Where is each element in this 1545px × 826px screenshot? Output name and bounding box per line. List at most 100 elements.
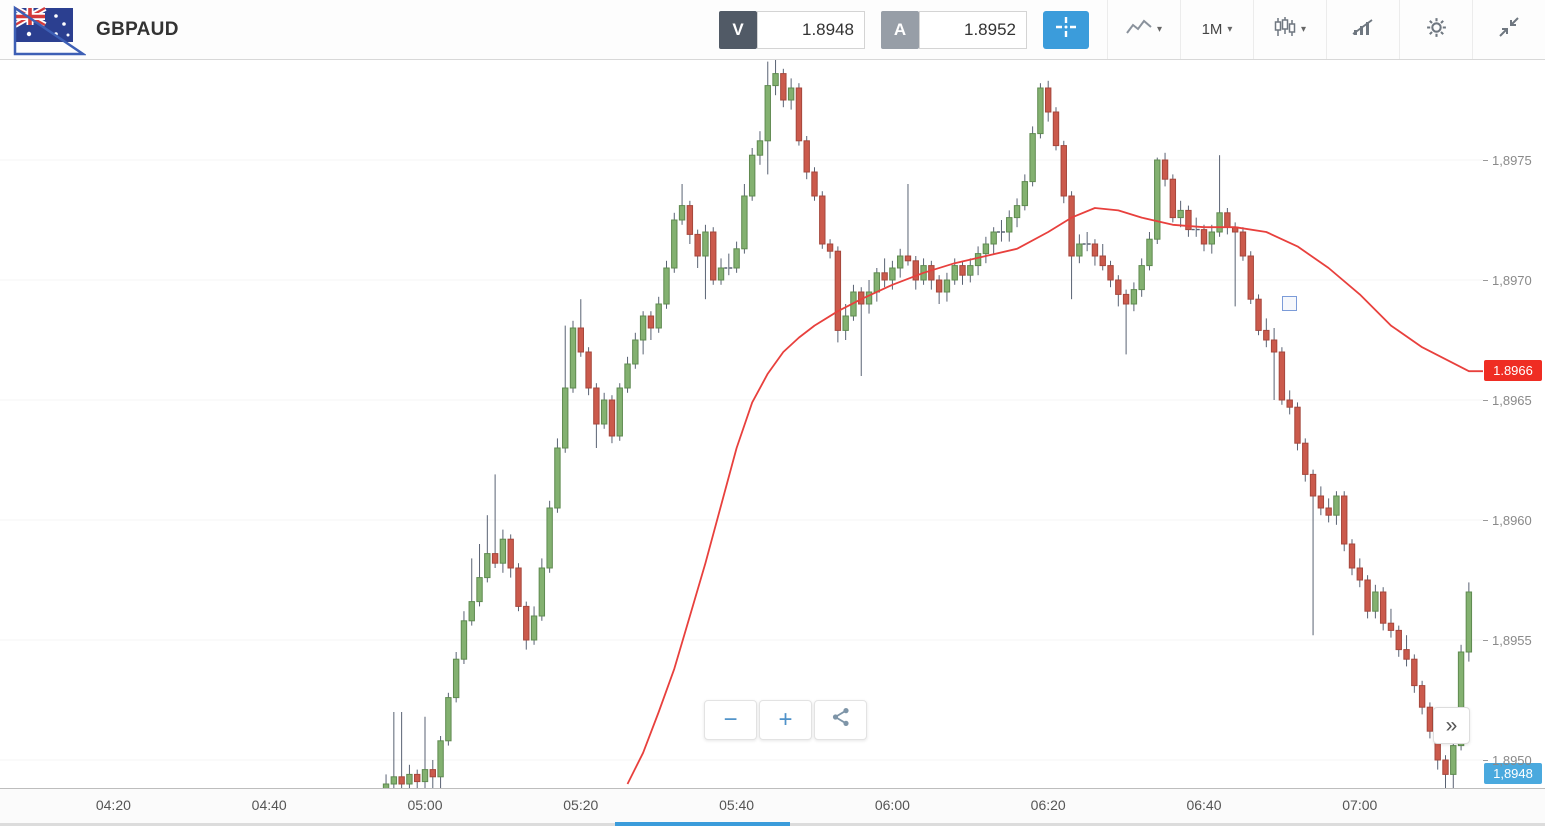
price-label-text: 1,8955 xyxy=(1492,632,1532,648)
share-button[interactable] xyxy=(814,700,867,740)
candle xyxy=(468,558,475,626)
candle xyxy=(928,260,935,290)
candle xyxy=(452,652,460,703)
toolbar-divider xyxy=(1180,0,1181,59)
chart-area[interactable]: − + » xyxy=(0,60,1483,788)
candle xyxy=(437,736,444,788)
candle xyxy=(1356,558,1363,588)
price-tick xyxy=(1483,519,1488,521)
indicators-button[interactable] xyxy=(1327,0,1399,59)
candle xyxy=(803,136,810,180)
candle xyxy=(1465,582,1473,662)
candle-style-button[interactable]: ▾ xyxy=(1254,0,1326,59)
candle xyxy=(1169,174,1177,223)
ma-price-badge: 1.8966 xyxy=(1484,360,1542,382)
candle xyxy=(1395,625,1402,657)
toolbar-divider xyxy=(1472,0,1473,59)
candle xyxy=(1045,80,1052,122)
candle xyxy=(655,296,662,333)
candle xyxy=(546,500,553,573)
candle xyxy=(460,611,468,664)
buy-quote-button[interactable]: A 1.8952 xyxy=(881,10,1027,49)
double-chevron-right-icon: » xyxy=(1445,713,1458,737)
candle xyxy=(1387,608,1395,638)
candle xyxy=(1082,232,1092,252)
sell-label-badge[interactable]: V xyxy=(719,10,757,49)
time-label: 04:20 xyxy=(95,797,131,813)
candle xyxy=(1325,498,1332,523)
plus-icon: + xyxy=(778,706,793,733)
zoom-in-button[interactable]: + xyxy=(759,700,812,740)
price-tick xyxy=(1483,159,1488,161)
zoom-out-button[interactable]: − xyxy=(704,700,757,740)
candle xyxy=(764,61,771,175)
candle xyxy=(445,692,452,746)
price-label-text: 1,8965 xyxy=(1492,392,1532,408)
candle xyxy=(523,601,530,650)
sell-price-value[interactable]: 1.8948 xyxy=(757,10,865,49)
candle xyxy=(1006,210,1013,242)
candle xyxy=(1278,347,1286,405)
candle xyxy=(476,544,483,607)
candle xyxy=(1247,251,1254,304)
candle xyxy=(772,60,779,96)
candle xyxy=(974,246,982,276)
price-label-text: 1,8970 xyxy=(1492,272,1532,288)
candle xyxy=(904,184,912,266)
candle xyxy=(491,474,499,568)
candle xyxy=(1216,155,1223,237)
toolbar-divider xyxy=(1326,0,1327,59)
candle xyxy=(671,212,678,273)
timeframe-button[interactable]: 1M ▾ xyxy=(1181,0,1253,59)
candle xyxy=(912,256,919,290)
collapse-arrows-icon xyxy=(1498,16,1520,43)
candle xyxy=(678,184,686,225)
candle xyxy=(530,606,538,645)
candle xyxy=(1348,539,1356,576)
crosshair-button[interactable] xyxy=(1043,10,1089,49)
time-axis[interactable]: 04:20 04:40 05:00 05:20 05:40 06:00 06:20 06:40… xyxy=(0,788,1545,826)
candle xyxy=(710,227,717,285)
candle xyxy=(390,712,398,788)
candle xyxy=(398,712,405,788)
timeframe-label: 1M xyxy=(1201,21,1223,38)
buy-price-value[interactable]: 1.8952 xyxy=(919,10,1027,49)
candle xyxy=(834,246,842,343)
current-price-badge: 1,8948 xyxy=(1484,763,1542,784)
candle xyxy=(1224,208,1231,235)
sell-quote-button[interactable]: V 1.8948 xyxy=(719,10,865,49)
candle xyxy=(1068,191,1075,300)
chevron-down-icon: ▾ xyxy=(1300,23,1307,35)
price-label: 1,8950 xyxy=(1483,751,1532,769)
candle xyxy=(616,383,623,441)
collapse-button[interactable] xyxy=(1473,0,1545,59)
time-label: 05:20 xyxy=(563,797,599,813)
candle xyxy=(1372,584,1379,619)
cursor-marker xyxy=(1282,296,1297,311)
chevron-down-icon: ▾ xyxy=(1156,23,1163,35)
candle xyxy=(1231,222,1239,307)
candle xyxy=(1270,328,1278,400)
chart-type-button[interactable]: ▾ xyxy=(1108,0,1180,59)
settings-button[interactable] xyxy=(1400,0,1472,59)
price-tick xyxy=(1483,759,1488,761)
candle xyxy=(1115,275,1122,307)
toolbar-divider xyxy=(1399,0,1400,59)
candle xyxy=(1263,318,1270,348)
candle xyxy=(780,68,787,108)
price-label-text: 1,8950 xyxy=(1492,752,1532,768)
candle xyxy=(1255,294,1262,336)
candle xyxy=(1450,736,1457,788)
candle xyxy=(1138,258,1145,297)
candle xyxy=(1403,635,1410,667)
candle xyxy=(632,332,639,369)
price-axis[interactable]: 1.8966 1,8948 1,8975 1,8970 1,8965 1,8960 1,… xyxy=(1483,60,1545,788)
time-label: 06:20 xyxy=(1030,797,1066,813)
candle xyxy=(1411,654,1418,693)
price-tick xyxy=(1483,279,1488,281)
buy-label-badge[interactable]: A xyxy=(881,10,919,49)
scrollbar-thumb[interactable] xyxy=(615,822,790,826)
candle xyxy=(647,311,655,340)
scroll-to-latest-button[interactable]: » xyxy=(1433,707,1470,744)
